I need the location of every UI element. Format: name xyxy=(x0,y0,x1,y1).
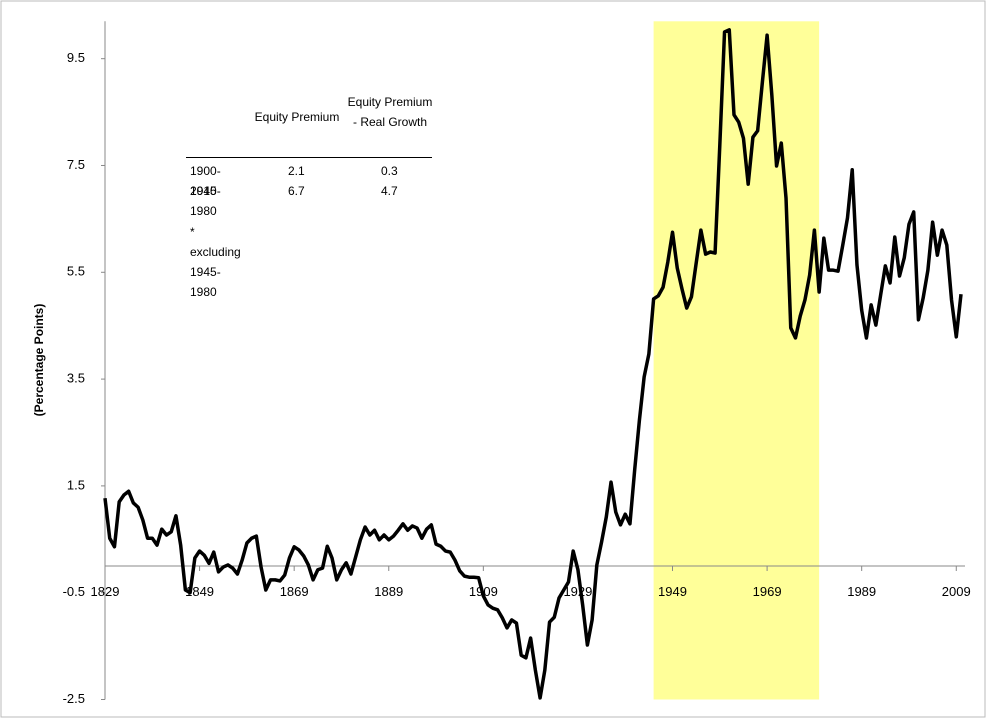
cell: 4.7 xyxy=(381,184,398,198)
y-axis-label: (Percentage Points) xyxy=(32,304,46,417)
x-tick-label: 1889 xyxy=(374,584,403,599)
x-tick-label: 1929 xyxy=(563,584,592,599)
column-header: Equity Premium - Real Growth xyxy=(347,95,433,129)
x-tick-label: 1969 xyxy=(753,584,782,599)
header-rule xyxy=(186,157,432,158)
y-tick-label: 7.5 xyxy=(67,157,85,172)
y-tick-label: 1.5 xyxy=(67,477,85,492)
cell: 2.1 xyxy=(288,164,305,178)
series-line xyxy=(103,28,963,700)
cell: 6.7 xyxy=(288,184,305,198)
x-tick-label: 1989 xyxy=(847,584,876,599)
y-tick-label: 5.5 xyxy=(67,264,85,279)
x-tick-label: 1829 xyxy=(91,584,120,599)
row-label: 1900-2010 xyxy=(190,164,221,198)
row-label: 1945-1980 xyxy=(190,184,221,218)
y-tick-label: -0.5 xyxy=(63,584,85,599)
x-tick-label: 2009 xyxy=(942,584,971,599)
shaded-period xyxy=(653,21,820,700)
y-tick-label: -2.5 xyxy=(63,691,85,706)
cell: 0.3 xyxy=(381,164,398,178)
column-header: Equity Premium xyxy=(254,110,340,124)
x-tick-label: 1869 xyxy=(280,584,309,599)
note: * excluding 1945-1980 xyxy=(190,225,241,299)
y-tick-label: 9.5 xyxy=(67,50,85,65)
y-tick-label: 3.5 xyxy=(67,371,85,386)
x-tick-label: 1949 xyxy=(658,584,687,599)
